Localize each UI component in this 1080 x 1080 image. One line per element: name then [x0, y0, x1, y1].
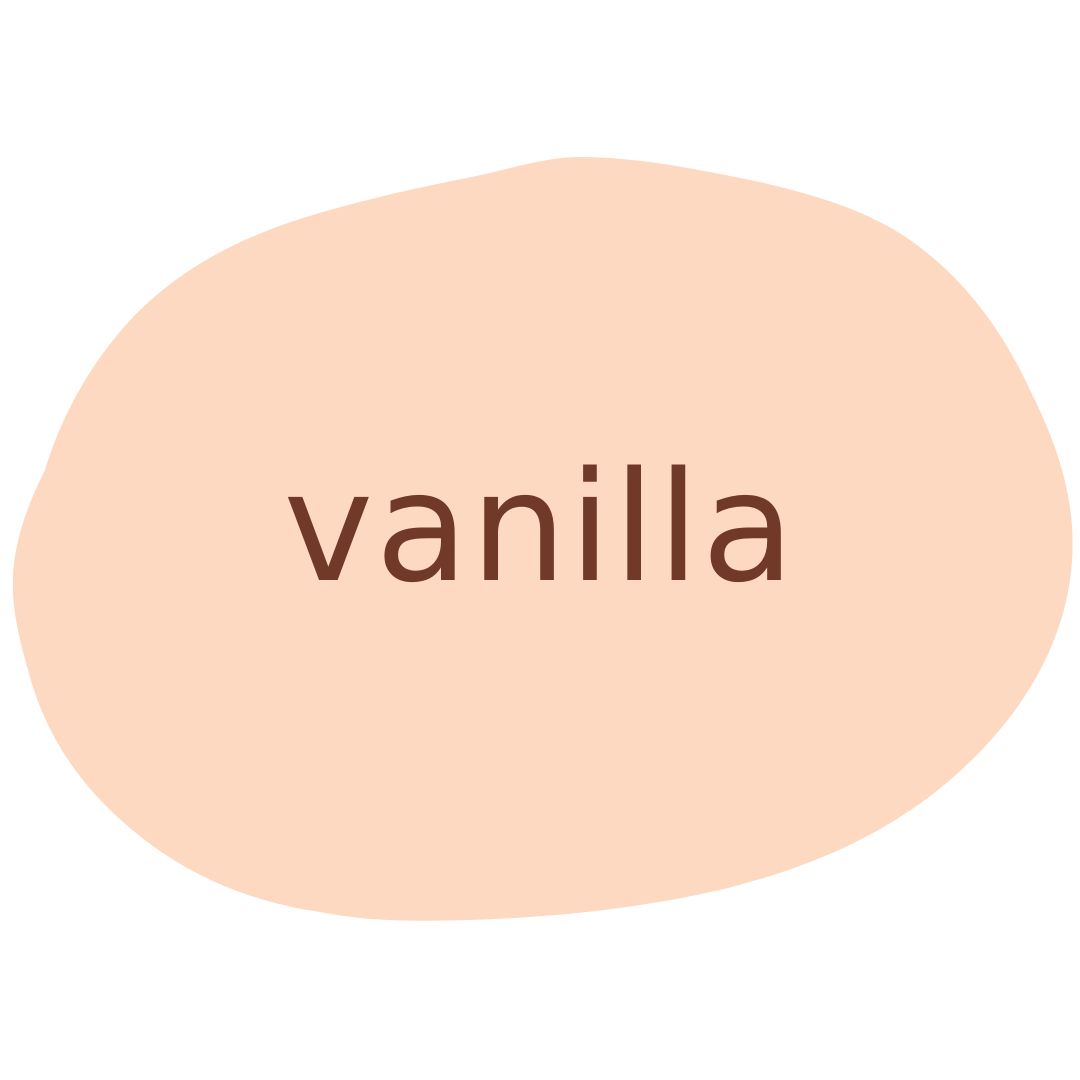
blob-path: [12, 157, 1073, 921]
flavor-label: vanilla: [283, 439, 797, 616]
